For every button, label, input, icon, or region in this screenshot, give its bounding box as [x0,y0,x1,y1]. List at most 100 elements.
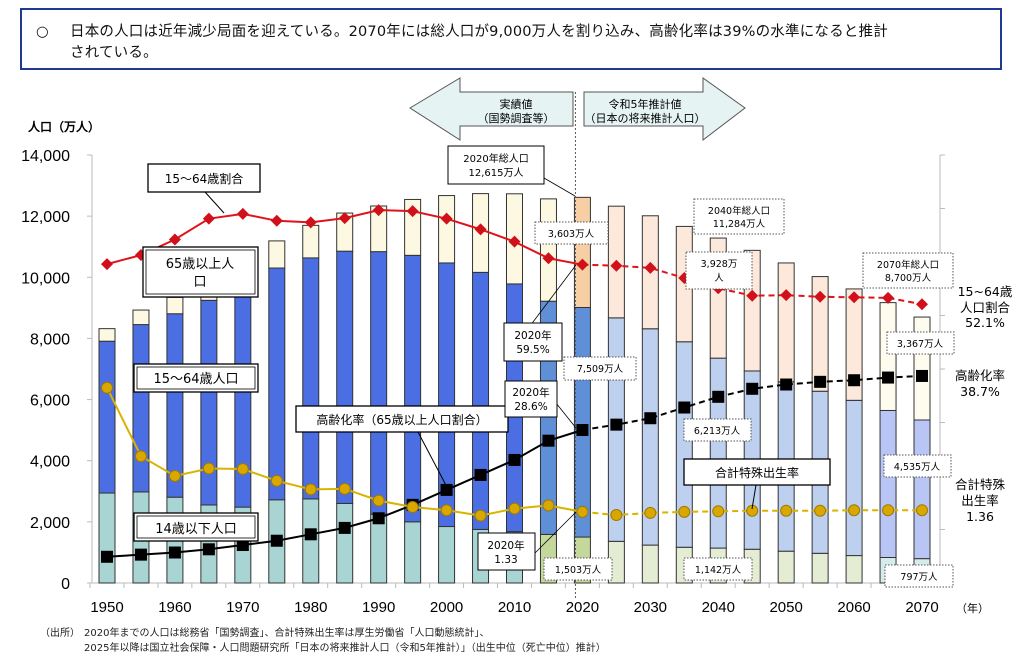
x-tick-label: 2010 [498,599,531,616]
total-2070-line2: 8,700万人 [885,273,932,284]
end-ratio-label-1: 15~64歳 [958,284,1013,299]
elderly-2040-value-1: 3,928万 [701,259,738,270]
end-tfr-label-2: 出生率 [961,493,999,508]
headline-line-1: 日本の人口は近年減少局面を迎えている。2070年には総人口が9,000万人を割り… [70,24,888,40]
source-line-1: 2020年までの人口は総務省「国勢調査」、合計特殊出生率は厚生労働省「人口動態統… [84,628,490,639]
bar-age-15-64 [913,419,931,560]
bar-age-15-64 [573,306,591,538]
end-ratio-label-2: 人口割合 [960,300,1011,315]
aging-rate-marker [576,423,589,436]
tfr-marker [236,463,249,476]
tfr-marker [712,505,725,518]
y-tick-label: 2,000 [30,515,70,532]
tfr-marker [610,509,623,522]
bar-age-15-64 [370,251,388,515]
bar-age-65-plus [166,296,184,315]
working-ratio-marker [406,205,419,218]
projection-arrow-line2: （日本の将来推計人口） [585,111,706,125]
x-tick-label: 1990 [362,599,395,616]
aging-rate-marker [644,412,657,425]
headline-text: ○ 日本の人口は近年減少局面を迎えている。2070年には総人口が9,000万人を割… [36,22,996,64]
end-aging-label-1: 高齢化率 [955,368,1005,383]
actual-arrow: 実績値 （国勢調査等） [409,77,574,141]
working-2070-value: 4,535万人 [894,462,941,473]
aging-rate-marker [474,468,487,481]
bar-age-15-64 [268,267,286,501]
bar-age-65-plus [539,198,557,302]
working-ratio-marker [814,290,827,303]
tfr-marker [814,504,827,517]
working-2040-value: 6,213万人 [694,426,741,437]
tfr-marker [882,504,895,517]
aging-rate-marker [202,543,215,556]
aging-2020-line1: 2020年 [512,386,549,399]
tfr-marker [168,470,181,482]
aging-rate-marker [916,369,928,382]
working-ratio-marker [848,291,861,304]
tfr-marker [780,504,793,517]
bar-age-0-14 [404,521,422,584]
working-ratio-marker [270,214,283,227]
headline-line-2: されている。 [70,45,158,61]
source-label: （出所） [40,628,80,639]
y-tick-label: 10,000 [21,270,70,287]
projection-arrow: 令和5年推計値 （日本の将来推計人口） [583,77,746,142]
aging-rate-marker [440,483,453,496]
bar-age-15-64 [472,271,490,530]
tfr-marker [508,502,521,515]
ratio-2020-line1: 2020年 [514,329,551,342]
y-tick-label: 14,000 [21,148,70,165]
working-2020-value: 7,509万人 [577,364,624,375]
aging-rate-marker [134,548,147,561]
bar-age-0-14 [811,552,829,584]
working-ratio-marker [916,298,928,311]
tfr-marker [406,501,419,514]
working-ratio-marker [202,212,215,225]
working-ratio-marker [236,207,249,220]
aging-rate-marker [814,375,827,388]
tfr-marker [644,506,657,519]
bar-age-65-plus [845,288,863,401]
bar-age-65-plus [879,302,897,411]
aging-rate-marker [304,528,317,541]
aging-rate-marker [101,550,113,563]
bar-age-0-14 [777,550,795,584]
end-aging-label-2: 38.7% [960,384,1000,399]
working-ratio-marker [304,216,317,229]
working-ratio-marker [338,212,351,225]
working-ratio-marker [474,223,487,236]
working-ratio-marker [542,252,555,265]
end-ratio-label-3: 52.1% [965,315,1005,330]
bar-age-0-14 [302,498,320,584]
headline-box: ○ 日本の人口は近年減少局面を迎えている。2070年には総人口が9,000万人を割… [20,8,1002,70]
aging-rate-marker [372,512,385,525]
working-ratio-marker [440,212,453,225]
tfr-marker [848,504,861,517]
bar-age-65-plus [811,276,829,392]
aging-rate-marker [746,382,759,395]
bar-age-15-64 [879,409,897,559]
x-tick-label: 2070 [905,599,938,616]
bar-age-65-plus [268,240,286,269]
x-tick-label: 1980 [294,599,327,616]
bar-age-15-64 [132,324,150,493]
source-note: （出所） 2020年までの人口は総務省「国勢調査」、合計特殊出生率は厚生労働省「人… [40,626,606,656]
aging-series-label: 高齢化率（65歳以上人口割合） [316,412,487,427]
elderly-2070-value: 3,367万人 [897,339,944,350]
tfr-marker [542,499,555,512]
x-tick-label: 1970 [226,599,259,616]
bar-age-65-plus [98,328,116,342]
working-ratio-marker [644,261,657,274]
x-tick-label: 2050 [769,599,802,616]
x-tick-label: 1950 [90,599,123,616]
bar-age-15-64 [98,340,116,494]
x-tick-label: 2020 [566,599,599,616]
bar-age-65-plus [573,196,591,308]
child-2070-value: 797万人 [900,572,938,583]
working-ratio-marker [746,289,759,302]
tfr-marker [202,462,215,475]
end-tfr-label-3: 1.36 [966,509,994,524]
y-tick-label: 6,000 [30,393,70,410]
aging-rate-marker [882,371,895,384]
